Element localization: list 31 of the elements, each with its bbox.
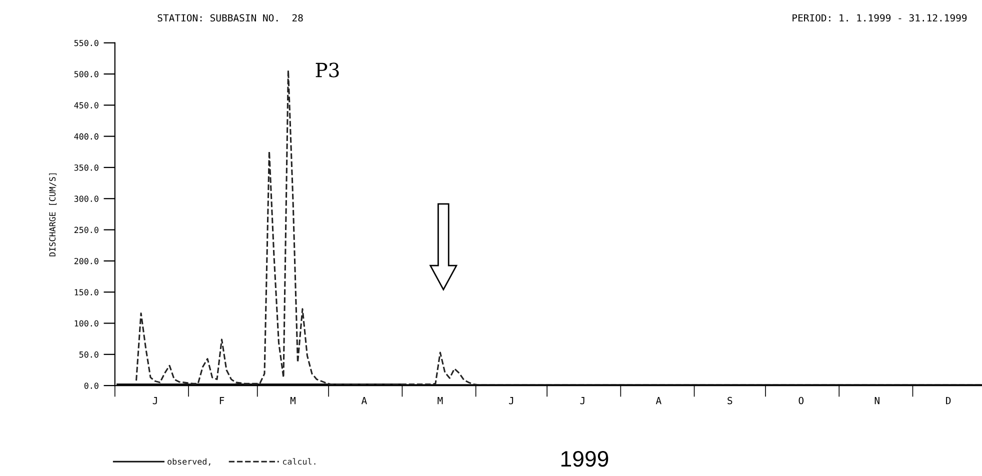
y-tick-label: 0.0 — [84, 382, 98, 389]
text: 1999 — [561, 450, 608, 467]
y-tick-label: 50.0 — [79, 351, 98, 358]
text: observed, — [168, 458, 210, 466]
y-tick-label: 500.0 — [74, 71, 98, 78]
chart-title: STATION: SUBBASIN NO. 28 — [158, 14, 303, 22]
y-tick-label: 450.0 — [74, 102, 98, 108]
x-tick-label: N — [874, 397, 880, 404]
y-tick-label: 550.0 — [74, 40, 98, 46]
y-axis-title: DISCHARGE [CUM/S] — [49, 173, 57, 256]
x-tick-label: A — [656, 397, 662, 404]
y-tick-label: 350.0 — [74, 164, 98, 171]
x-tick-label: J — [580, 397, 584, 404]
x-tick-label: M — [438, 397, 443, 404]
x-tick-label: F — [220, 397, 224, 404]
y-tick-label: 400.0 — [74, 133, 98, 140]
text: calcul. — [282, 458, 316, 465]
y-tick-label: 300.0 — [74, 196, 98, 202]
annotation: P3 — [316, 62, 339, 78]
x-tick-label: J — [509, 397, 514, 404]
y-tick-label: 250.0 — [74, 226, 98, 234]
x-tick-label: D — [946, 397, 951, 404]
x-tick-label: O — [798, 396, 804, 404]
x-tick-label: A — [361, 397, 367, 404]
y-tick-label: 200.0 — [74, 258, 98, 264]
y-tick-label: 100.0 — [74, 320, 98, 327]
x-tick-label: M — [290, 397, 296, 404]
chart-subtitle: PERIOD: 1. 1.1999 - 31.12.1999 — [792, 14, 967, 22]
x-tick-label: J — [152, 397, 157, 404]
x-tick-label: S — [728, 396, 732, 404]
y-tick-label: 150.0 — [74, 289, 98, 296]
